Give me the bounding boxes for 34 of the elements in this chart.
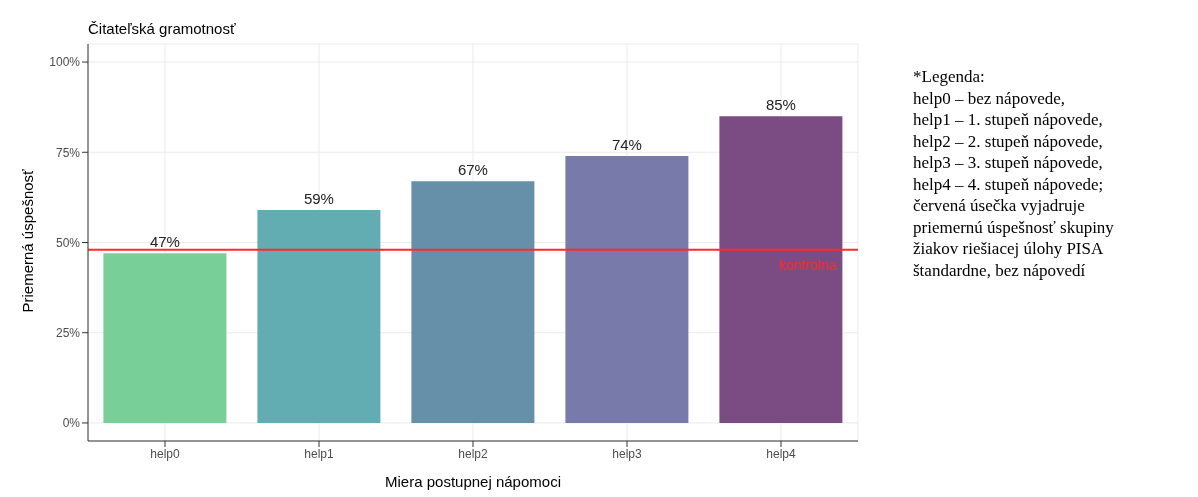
data-label: 59% <box>303 190 334 208</box>
text: help3 – 3. stupeň nápovede, <box>913 152 1104 174</box>
y-axis-title: Priemerná úspešnosť <box>19 168 37 313</box>
y-tick-label: 100% <box>49 55 81 70</box>
text: štandardne, bez nápovedí <box>913 259 1087 281</box>
text: help2 – 2. stupeň nápovede, <box>913 130 1104 152</box>
text: help0 – bez nápovede, <box>913 87 1066 109</box>
y-tick-label: 0% <box>62 416 81 431</box>
y-tick-label: 75% <box>55 145 81 160</box>
bar <box>257 210 381 423</box>
x-tick-label: help1 <box>304 446 334 461</box>
text: žiakov riešiacej úlohy PISA <box>913 238 1105 260</box>
text: help1 – 1. stupeň nápovede, <box>913 109 1104 131</box>
text: help4 – 4. stupeň nápovede; <box>913 173 1105 195</box>
text: priemernú úspešnosť skupiny <box>913 216 1114 238</box>
y-tick-label: 25% <box>55 325 81 340</box>
chart-title: Čitateľská gramotnosť <box>88 20 236 37</box>
y-tick-label: 50% <box>55 235 81 250</box>
bar <box>103 253 227 423</box>
x-tick-label: help2 <box>458 446 488 461</box>
x-tick-label: help4 <box>766 446 796 461</box>
data-label: 67% <box>457 161 488 179</box>
x-tick-label: help0 <box>150 446 180 461</box>
x-tick-label: help3 <box>612 446 642 461</box>
ref-line-label: kontrolna <box>779 256 838 273</box>
data-label: 74% <box>611 135 642 153</box>
data-label: 85% <box>765 96 796 114</box>
bar <box>565 155 689 423</box>
bar <box>411 181 535 423</box>
data-label: 47% <box>149 233 180 251</box>
text: červená úsečka vyjadruje <box>913 195 1086 217</box>
x-axis-title: Miera postupnej nápomoci <box>385 473 561 490</box>
bar <box>719 116 843 423</box>
text: *Legenda: <box>913 66 986 88</box>
